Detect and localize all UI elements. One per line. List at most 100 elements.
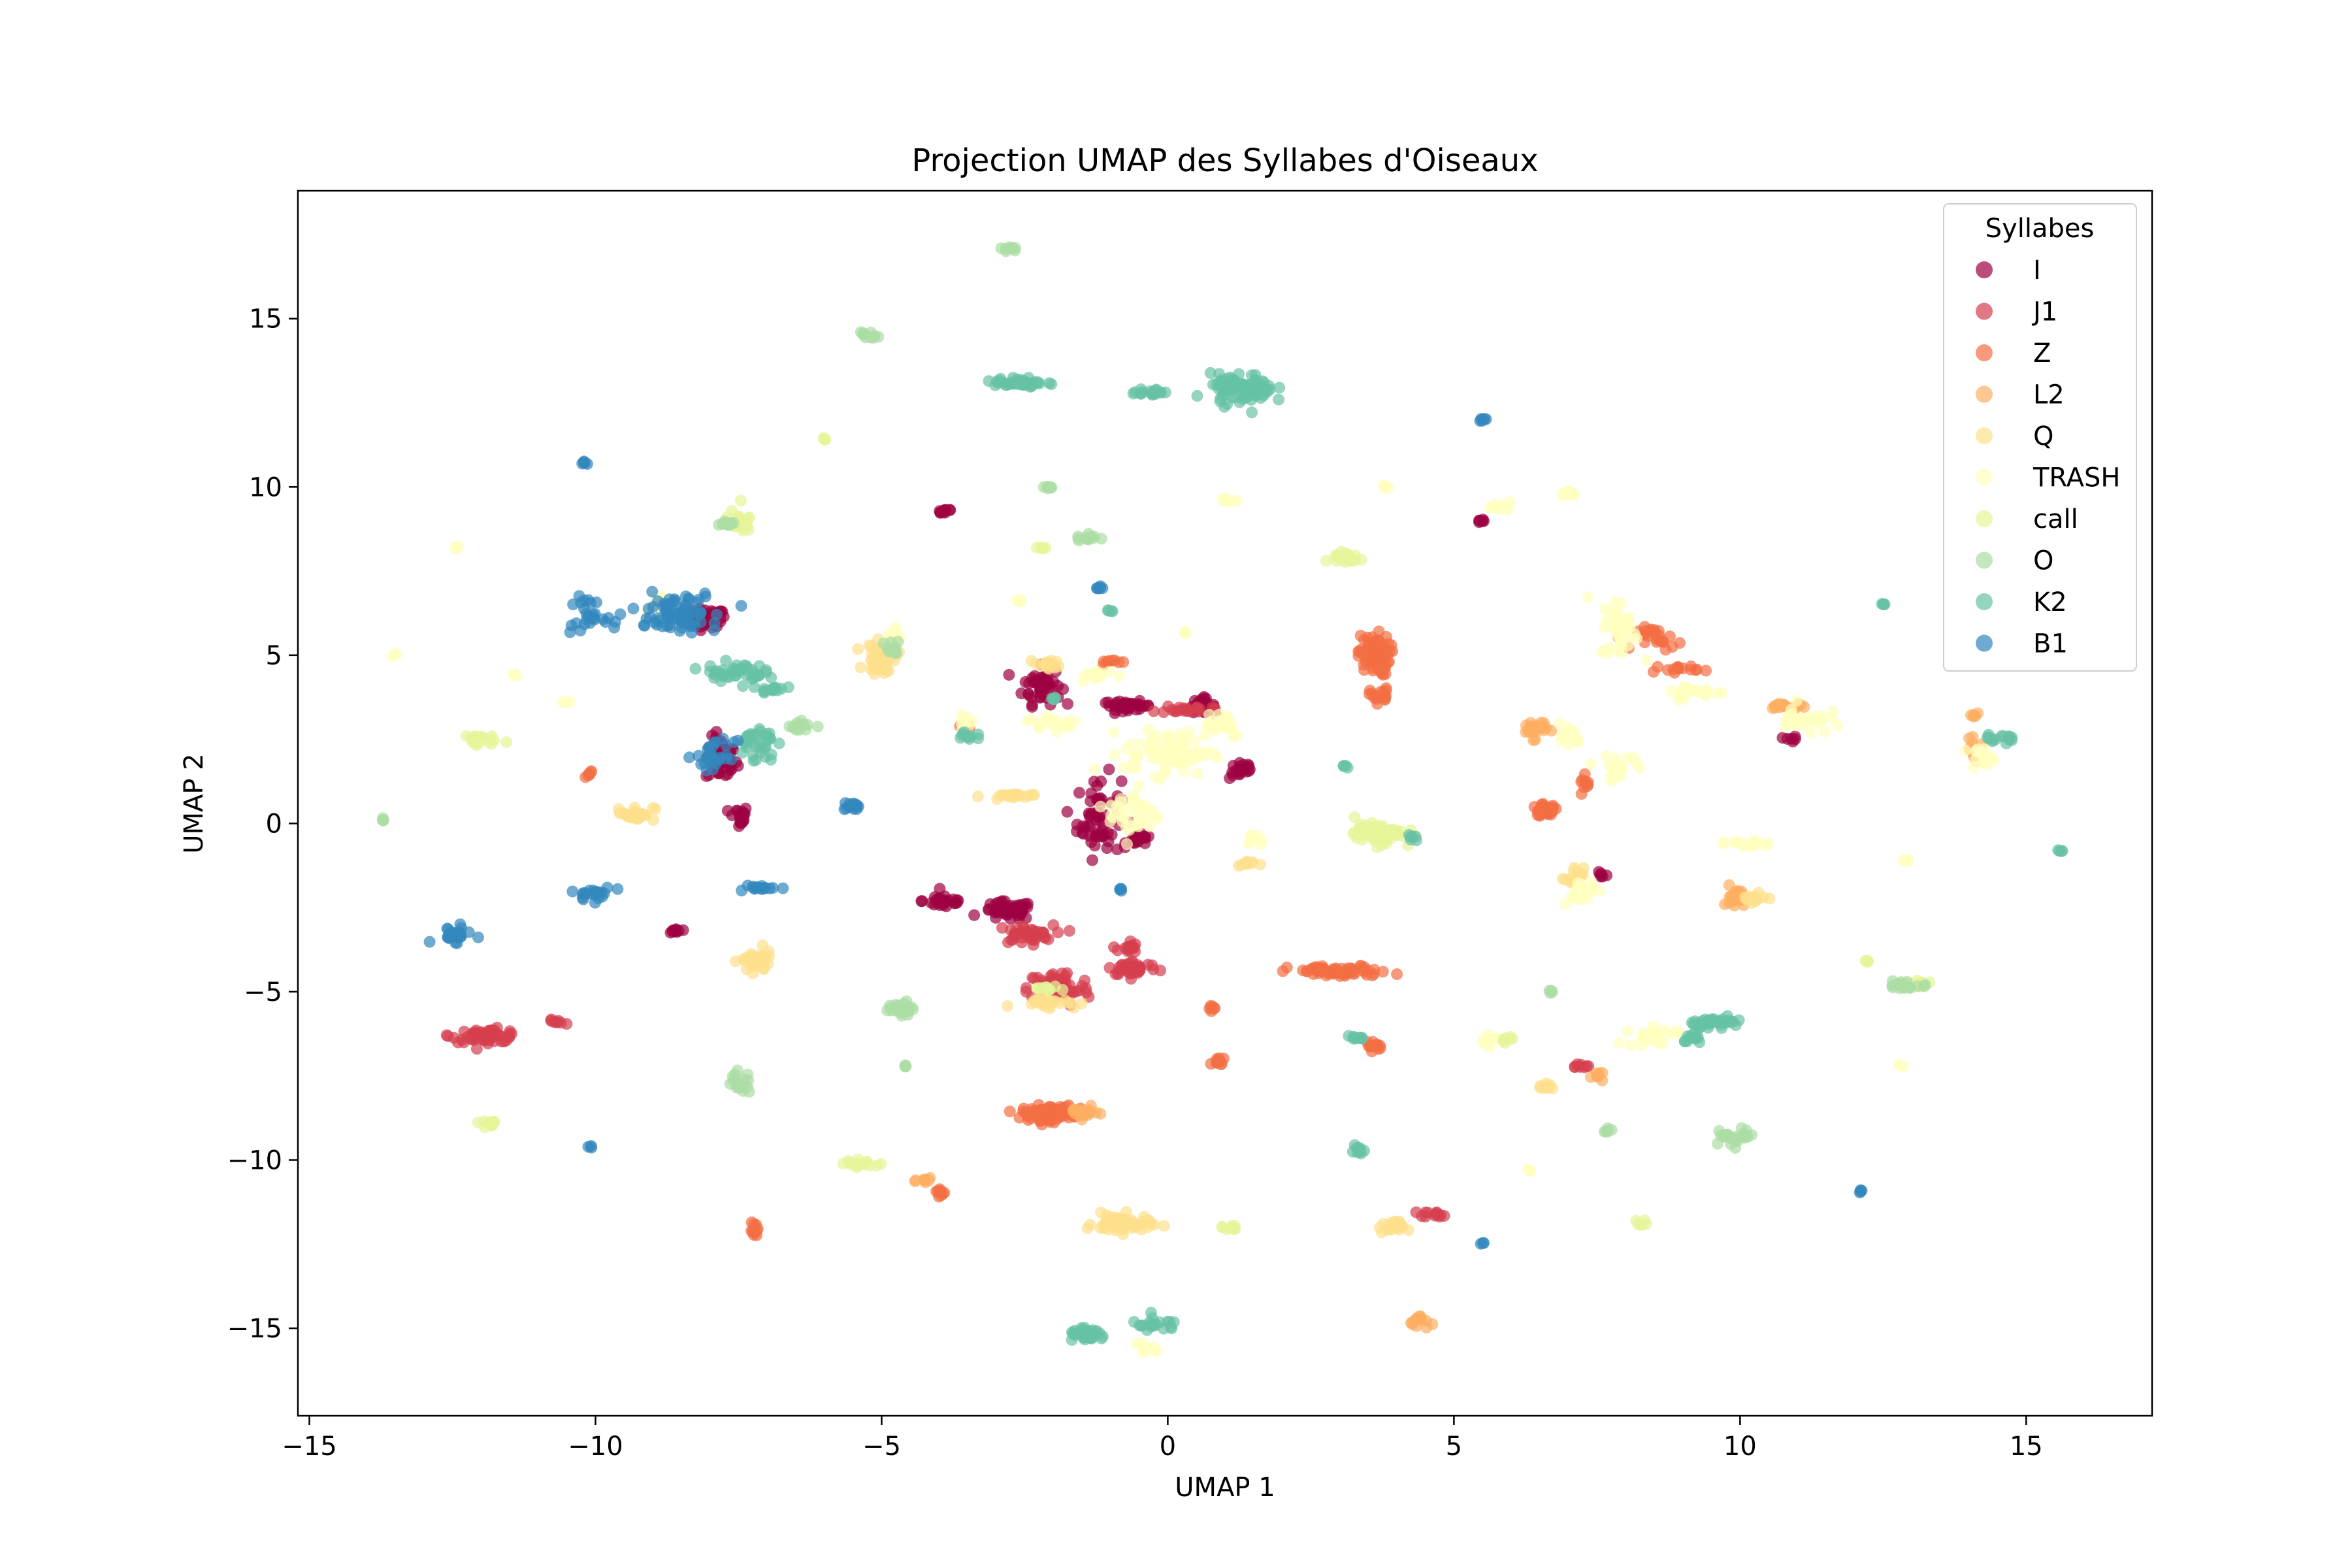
- scatter-point: [885, 643, 898, 655]
- scatter-point: [1525, 721, 1537, 733]
- scatter-point: [1811, 710, 1823, 722]
- scatter-point: [1580, 1060, 1593, 1072]
- scatter-point: [1621, 752, 1633, 764]
- scatter-point: [1606, 606, 1618, 619]
- scatter-point: [442, 923, 454, 935]
- scatter-point: [1722, 1010, 1733, 1022]
- scatter-point: [1377, 966, 1389, 978]
- legend-marker: [1976, 344, 1993, 361]
- scatter-point: [1053, 1108, 1065, 1120]
- scatter-point: [1902, 855, 1914, 867]
- y-tick-label: 15: [249, 304, 282, 335]
- scatter-point: [669, 924, 681, 936]
- scatter-point: [1769, 700, 1781, 712]
- scatter-point: [1729, 1141, 1742, 1154]
- scatter-point: [1147, 1341, 1160, 1354]
- scatter-point: [1791, 714, 1803, 727]
- scatter-point: [1063, 924, 1075, 937]
- x-tick-label: −5: [862, 1431, 901, 1462]
- scatter-point: [1854, 1184, 1867, 1196]
- scatter-point: [736, 747, 748, 759]
- scatter-point: [500, 736, 513, 748]
- scatter-point: [1026, 934, 1038, 946]
- legend-label: B1: [2033, 629, 2068, 659]
- scatter-point: [749, 754, 762, 766]
- x-tick-label: 15: [2010, 1431, 2043, 1462]
- scatter-point: [1355, 553, 1367, 566]
- legend-label: I: [2033, 255, 2041, 286]
- series-k2: [689, 367, 2068, 1346]
- scatter-point: [1126, 738, 1138, 751]
- scatter-point: [470, 1043, 483, 1055]
- scatter-point: [1541, 1079, 1554, 1092]
- scatter-point: [1025, 378, 1037, 390]
- scatter-point: [852, 1159, 864, 1171]
- y-axis-label: UMAP 2: [179, 753, 209, 853]
- scatter-point: [1192, 768, 1203, 779]
- scatter-point: [1204, 719, 1217, 732]
- scatter-point: [622, 810, 634, 823]
- scatter-point: [1129, 938, 1141, 951]
- scatter-point: [1366, 970, 1379, 981]
- scatter-point: [1566, 890, 1578, 903]
- scatter-point: [443, 932, 455, 944]
- scatter-point: [1215, 715, 1227, 727]
- scatter-point: [720, 655, 732, 667]
- scatter-point: [1556, 729, 1568, 742]
- scatter-point: [1025, 655, 1037, 667]
- scatter-point: [693, 749, 705, 762]
- scatter-point: [747, 960, 760, 972]
- scatter-point: [1355, 1147, 1367, 1160]
- scatter-point: [1559, 874, 1571, 886]
- scatter-point: [1211, 751, 1224, 764]
- scatter-point: [583, 617, 596, 629]
- scatter-point: [1022, 714, 1034, 727]
- scatter-point: [1616, 646, 1628, 659]
- scatter-point: [1133, 700, 1145, 712]
- scatter-point: [1495, 498, 1508, 511]
- scatter-point: [1051, 726, 1063, 738]
- scatter-point: [1358, 659, 1370, 671]
- x-tick-label: 10: [1723, 1431, 1757, 1462]
- scatter-point: [1320, 555, 1332, 567]
- scatter-point: [1111, 944, 1124, 956]
- scatter-point: [1004, 378, 1017, 390]
- scatter-point: [1684, 663, 1697, 676]
- scatter-point: [1088, 840, 1101, 852]
- scatter-point: [1130, 1337, 1143, 1350]
- legend-marker: [1976, 510, 1993, 527]
- scatter-point: [732, 805, 743, 817]
- scatter-point: [865, 327, 877, 339]
- scatter-point: [1228, 375, 1241, 387]
- scatter-point: [669, 595, 681, 607]
- scatter-point: [1584, 884, 1597, 896]
- scatter-point: [915, 895, 928, 907]
- series-j1: [440, 700, 1595, 1223]
- scatter-point: [738, 1073, 751, 1086]
- scatter-point: [1113, 670, 1126, 682]
- scatter-point: [1984, 732, 1996, 744]
- scatter-point: [1179, 705, 1191, 717]
- scatter-point: [741, 732, 753, 744]
- scatter-point: [1199, 729, 1211, 742]
- scatter-point: [1354, 629, 1367, 642]
- scatter-point: [1307, 962, 1320, 975]
- scatter-point: [1227, 760, 1239, 772]
- x-tick-label: 0: [1160, 1431, 1176, 1462]
- scatter-point: [1480, 413, 1492, 425]
- scatter-point: [1636, 1219, 1648, 1231]
- scatter-point: [627, 602, 640, 615]
- scatter-point: [1117, 761, 1130, 774]
- scatter-point: [1096, 830, 1109, 843]
- scatter-point: [935, 1189, 947, 1201]
- scatter-point: [1959, 744, 1971, 757]
- scatter-point: [1192, 706, 1205, 718]
- scatter-point: [1214, 395, 1226, 408]
- scatter-point: [1049, 693, 1060, 706]
- scatter-point: [1373, 635, 1386, 647]
- scatter-point: [1781, 713, 1793, 725]
- scatter-point: [1041, 661, 1054, 674]
- series-trash: [386, 480, 2000, 1359]
- scatter-point: [1129, 386, 1141, 399]
- scatter-point: [564, 626, 576, 638]
